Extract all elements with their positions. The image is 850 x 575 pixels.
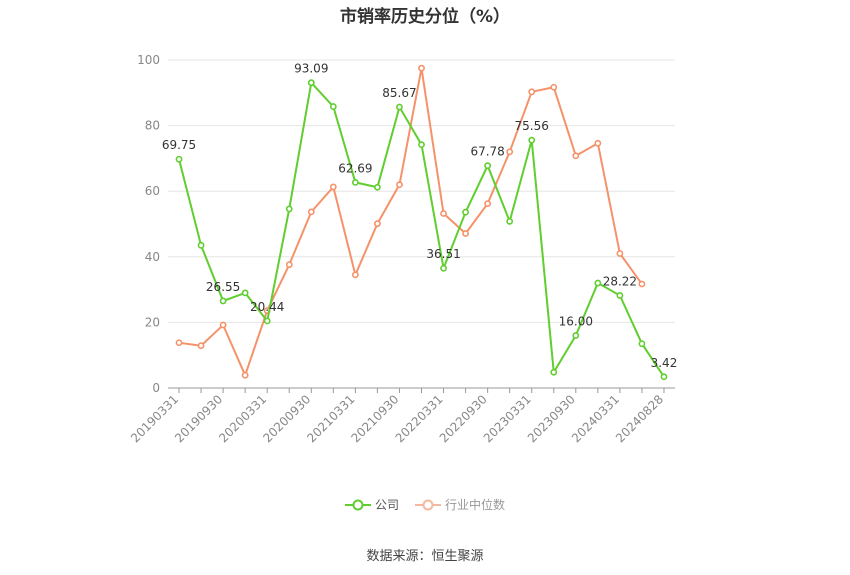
legend-item-industry[interactable]: 行业中位数 (415, 496, 505, 513)
data-point[interactable] (616, 292, 624, 299)
x-tick-label: 20240828 (613, 392, 666, 445)
data-source: 数据来源：恒生聚源 (366, 549, 484, 564)
data-point[interactable] (351, 271, 359, 279)
data-point[interactable] (307, 79, 315, 87)
data-point[interactable] (440, 264, 447, 272)
data-point[interactable] (175, 339, 183, 347)
series-company (175, 79, 668, 381)
y-tick-label: 0 (152, 381, 160, 395)
data-point[interactable] (550, 83, 558, 91)
data-point[interactable] (550, 368, 558, 376)
data-point[interactable] (638, 340, 646, 348)
data-label: 3.42 (651, 356, 678, 370)
data-label: 62.69 (338, 161, 372, 175)
data-label: 75.56 (515, 119, 549, 133)
data-point[interactable] (660, 373, 668, 381)
legend-company-label: 公司 (374, 498, 399, 512)
data-point[interactable] (263, 317, 271, 325)
data-label: 93.09 (294, 62, 328, 76)
data-point[interactable] (374, 183, 381, 191)
data-point[interactable] (374, 220, 381, 228)
y-tick-label: 100 (137, 53, 160, 67)
data-point[interactable] (506, 217, 514, 225)
data-point[interactable] (329, 103, 337, 110)
series-line (178, 80, 665, 378)
data-point[interactable] (594, 139, 602, 147)
data-point[interactable] (396, 103, 403, 111)
chart-title: 市销率历史分位（%） (339, 7, 511, 27)
data-point[interactable] (351, 178, 359, 186)
series-line (178, 68, 643, 378)
data-point[interactable] (219, 297, 227, 305)
legend-industry-marker (415, 499, 441, 510)
legend: 公司 行业中位数 (0, 496, 850, 513)
data-label: 36.51 (426, 247, 460, 261)
series-industry (175, 64, 646, 379)
data-point[interactable] (462, 208, 469, 216)
data-point[interactable] (175, 155, 183, 163)
data-point[interactable] (528, 136, 536, 144)
data-label: 26.55 (206, 280, 240, 294)
data-point[interactable] (638, 280, 646, 288)
legend-company-marker (344, 499, 371, 510)
data-point[interactable] (329, 183, 337, 191)
data-labels: 69.75 26.55 20.44 93.09 62.69 85.67 36.51 67.78… (162, 62, 677, 370)
data-point[interactable] (241, 289, 249, 297)
data-label: 28.22 (603, 274, 637, 288)
legend-item-company[interactable]: 公司 (344, 496, 399, 513)
data-label: 16.00 (559, 315, 593, 329)
data-label: 85.67 (382, 86, 416, 100)
data-point[interactable] (462, 230, 469, 237)
data-point[interactable] (572, 152, 580, 160)
data-point[interactable] (418, 64, 425, 72)
data-point[interactable] (285, 205, 293, 213)
data-point[interactable] (572, 332, 580, 339)
data-point[interactable] (506, 148, 514, 156)
data-point[interactable] (241, 371, 249, 379)
data-point[interactable] (285, 261, 293, 269)
data-point[interactable] (484, 200, 492, 208)
y-tick-label: 40 (145, 250, 160, 264)
data-point[interactable] (418, 141, 425, 149)
data-label: 20.44 (250, 300, 284, 314)
data-point[interactable] (396, 181, 403, 189)
data-point[interactable] (528, 88, 536, 96)
data-point[interactable] (307, 208, 315, 216)
data-point[interactable] (594, 279, 602, 287)
y-tick-label: 80 (145, 119, 160, 133)
y-tick-label: 20 (145, 315, 160, 329)
data-point[interactable] (197, 241, 205, 249)
legend-industry-label: 行业中位数 (445, 498, 506, 512)
y-tick-label: 60 (145, 184, 160, 198)
series (175, 64, 668, 381)
data-point[interactable] (219, 321, 227, 329)
data-point[interactable] (484, 162, 492, 170)
grid-lines (168, 59, 675, 323)
data-point[interactable] (197, 342, 205, 350)
data-label: 69.75 (162, 138, 196, 152)
data-label: 67.78 (470, 145, 504, 159)
data-point[interactable] (616, 250, 624, 257)
data-point[interactable] (440, 210, 447, 217)
